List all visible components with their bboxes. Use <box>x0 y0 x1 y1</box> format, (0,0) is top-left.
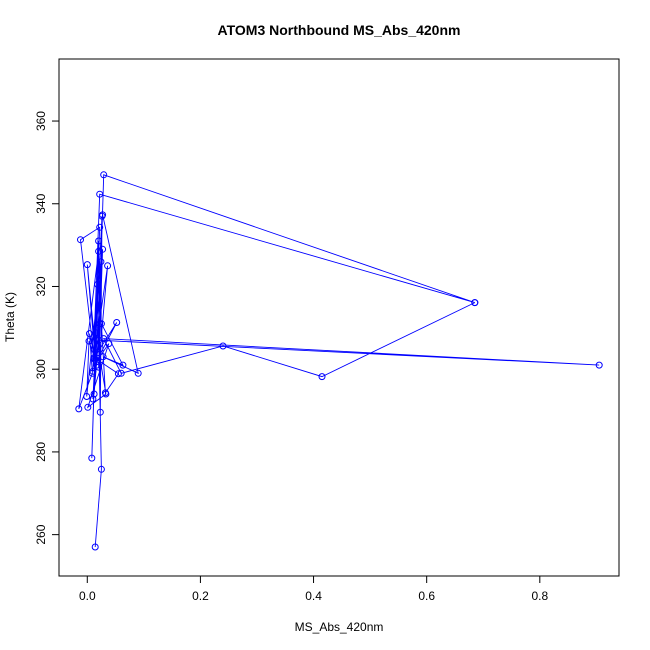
x-axis-label: MS_Abs_420nm <box>295 620 384 634</box>
data-point <box>94 280 101 288</box>
data-point <box>113 319 121 326</box>
data-series <box>75 171 603 551</box>
x-tick-label: 0.8 <box>531 589 548 603</box>
data-point <box>91 543 99 551</box>
data-point <box>471 299 479 307</box>
data-point <box>595 361 603 369</box>
data-point <box>89 367 97 375</box>
data-point <box>95 247 103 255</box>
data-point <box>95 237 103 245</box>
series-line <box>78 174 600 548</box>
data-point <box>105 340 113 348</box>
data-point <box>96 408 104 416</box>
chart-title: ATOM3 Northbound MS_Abs_420nm <box>218 22 461 38</box>
y-tick-label: 280 <box>34 442 48 462</box>
data-point <box>117 369 125 377</box>
data-point <box>97 320 105 328</box>
y-tick-label: 320 <box>34 276 48 296</box>
y-tick-label: 300 <box>34 359 48 379</box>
data-point <box>99 245 107 253</box>
data-point <box>97 258 105 266</box>
data-point <box>104 262 112 270</box>
data-point <box>99 211 107 219</box>
data-point <box>89 395 97 403</box>
data-point <box>92 358 100 366</box>
data-point <box>88 454 96 462</box>
data-point <box>94 349 101 357</box>
data-point <box>75 405 83 413</box>
data-point <box>99 353 107 361</box>
data-point <box>318 373 326 381</box>
x-axis: 0.0 0.2 0.4 0.6 0.8 <box>79 575 548 603</box>
y-tick-label: 360 <box>34 111 48 131</box>
data-point <box>83 261 91 269</box>
data-point <box>114 370 122 378</box>
data-point <box>96 223 104 231</box>
y-axis-label: Theta (K) <box>3 292 17 342</box>
y-axis: 260 280 300 320 340 360 <box>34 111 60 545</box>
data-point <box>84 403 92 411</box>
y-tick-label: 340 <box>34 193 48 213</box>
x-tick-label: 0.2 <box>192 589 209 603</box>
data-point <box>100 171 108 179</box>
x-tick-label: 0.0 <box>79 589 96 603</box>
data-point <box>97 465 105 473</box>
data-point <box>96 190 104 198</box>
data-point <box>77 236 84 244</box>
plot-frame <box>58 58 620 577</box>
data-point <box>90 354 98 362</box>
x-tick-label: 0.4 <box>305 589 322 603</box>
data-point <box>83 393 91 400</box>
data-point <box>92 329 100 337</box>
data-point <box>134 369 142 377</box>
data-point <box>219 342 227 350</box>
data-point <box>90 390 98 398</box>
data-point <box>101 389 109 397</box>
y-tick-label: 260 <box>34 524 48 544</box>
data-point <box>85 337 93 345</box>
data-point <box>119 361 127 369</box>
data-point <box>100 335 108 343</box>
x-tick-label: 0.6 <box>418 589 435 603</box>
